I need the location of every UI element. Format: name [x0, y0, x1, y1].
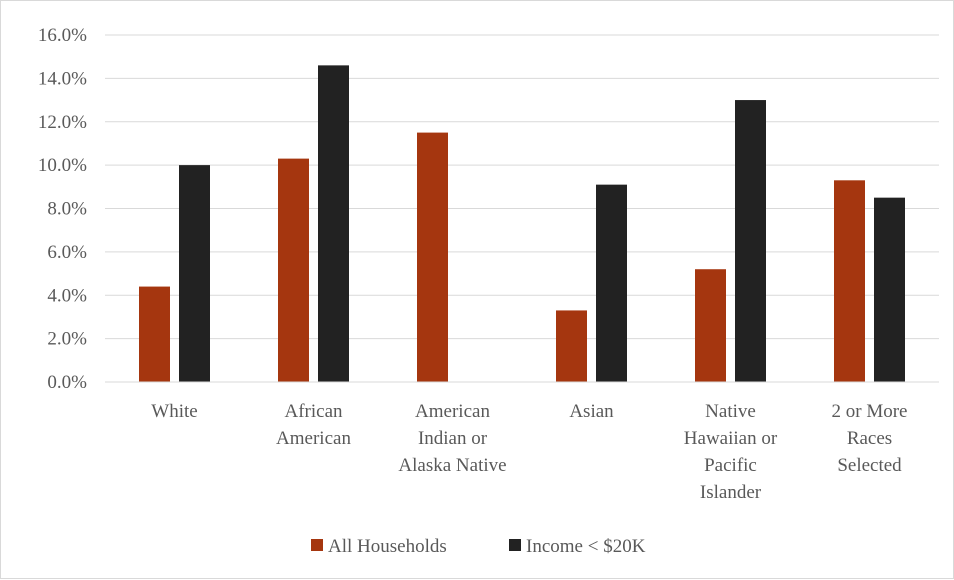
y-tick-label: 4.0% [47, 285, 87, 306]
category-label-line: American [276, 428, 351, 449]
category-label: 2 or More Races Selected [832, 401, 908, 476]
category-label-line: White [151, 401, 197, 422]
bar-income-under-20k [874, 197, 905, 382]
category-label-line: Indian or [418, 428, 488, 449]
bar-all-households [695, 269, 726, 382]
y-tick-label: 8.0% [47, 199, 87, 220]
y-axis-tick-labels: 0.0% 2.0% 4.0% 6.0% 8.0% 10.0% 12.0% 14.0% 16.0% [38, 25, 87, 393]
x-axis-category-labels: White African American American Indian or Ala… [151, 401, 907, 503]
category-label: Native Hawaiian or Pacific Islander [684, 401, 778, 503]
legend-label: All Households [328, 536, 447, 557]
bar-all-households [834, 180, 865, 382]
category-label-line: Selected [837, 455, 902, 476]
category-label-line: Islander [700, 482, 762, 503]
category-label-line: Races [847, 428, 892, 449]
category-label: American Indian or Alaska Native [398, 401, 506, 476]
bar-income-under-20k [179, 165, 210, 382]
category-label-line: Alaska Native [398, 455, 506, 476]
y-tick-label: 2.0% [47, 329, 87, 350]
category-label-line: American [415, 401, 490, 422]
y-tick-label: 6.0% [47, 242, 87, 263]
y-tick-label: 16.0% [38, 25, 87, 46]
category-label-line: 2 or More [832, 401, 908, 422]
bar-income-under-20k [318, 65, 349, 383]
y-tick-label: 0.0% [47, 372, 87, 393]
y-tick-label: 12.0% [38, 112, 87, 133]
y-tick-label: 10.0% [38, 155, 87, 176]
legend-swatch [509, 539, 521, 551]
category-label-line: Hawaiian or [684, 428, 778, 449]
bar-all-households [278, 158, 309, 382]
category-label-line: Native [705, 401, 756, 422]
category-label-line: Pacific [704, 455, 757, 476]
legend-label: Income < $20K [526, 536, 646, 557]
bars [139, 65, 905, 383]
category-label: White [151, 401, 197, 422]
category-label-line: African [284, 401, 343, 422]
bar-all-households [556, 310, 587, 382]
y-tick-label: 14.0% [38, 68, 87, 89]
bar-all-households [139, 286, 170, 382]
category-label-line: Asian [569, 401, 614, 422]
gridlines [105, 34, 939, 340]
bar-income-under-20k [596, 184, 627, 382]
legend: All Households Income < $20K [311, 536, 646, 557]
category-label: Asian [569, 401, 614, 422]
category-label: African American [276, 401, 351, 449]
bar-income-under-20k [735, 100, 766, 382]
bar-all-households [417, 132, 448, 382]
legend-swatch [311, 539, 323, 551]
